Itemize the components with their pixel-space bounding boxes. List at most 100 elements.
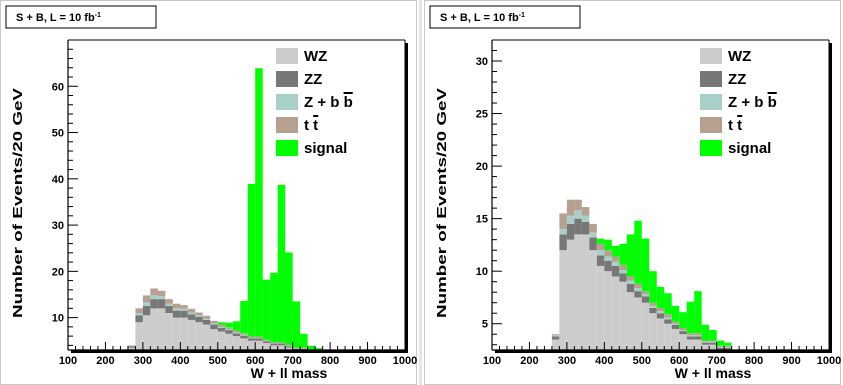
bar-signal-440 bbox=[619, 243, 627, 265]
bar-t-t-640 bbox=[694, 333, 702, 336]
bar-signal-680 bbox=[285, 252, 293, 345]
bar-zz-520 bbox=[649, 307, 657, 314]
bar-t-t-620 bbox=[686, 333, 695, 336]
bar-zz-600 bbox=[679, 331, 687, 335]
x-tick-label-500: 500 bbox=[633, 355, 651, 367]
bar-wz-400 bbox=[180, 317, 188, 350]
bar-signal-680 bbox=[709, 330, 717, 341]
bar-z-b-b-400 bbox=[180, 308, 188, 311]
bar-signal-740 bbox=[307, 345, 316, 350]
bar-t-t-580 bbox=[671, 321, 680, 324]
bar-t-t-280 bbox=[559, 213, 567, 230]
histogram-svg: S + B, L = 10 fb-1 100 200 300 400 500 600 700 8… bbox=[424, 0, 841, 385]
bar-wz-680 bbox=[709, 344, 717, 350]
bar-wz-300 bbox=[142, 315, 151, 350]
bar-zz-560 bbox=[240, 335, 248, 339]
bar-z-b-b-340 bbox=[581, 215, 590, 222]
y-tick-label-30: 30 bbox=[52, 220, 64, 232]
bar-wz-600 bbox=[255, 340, 263, 350]
bar-wz-600 bbox=[679, 334, 687, 350]
bar-zz-520 bbox=[225, 330, 233, 334]
bar-wz-580 bbox=[671, 328, 680, 350]
bar-signal-700 bbox=[292, 301, 301, 348]
bar-t-t-460 bbox=[202, 315, 211, 319]
x-tick-label-900: 900 bbox=[358, 355, 376, 367]
bar-wz-320 bbox=[574, 234, 582, 350]
bar-t-t-540 bbox=[656, 307, 665, 312]
bar-zz-260 bbox=[127, 346, 136, 348]
bar-zz-400 bbox=[604, 260, 612, 272]
bar-zz-660 bbox=[277, 343, 286, 346]
histogram-bars bbox=[127, 68, 323, 350]
title-superscript: -1 bbox=[519, 12, 525, 19]
bar-zz-720 bbox=[300, 348, 308, 350]
bar-zz-300 bbox=[142, 306, 151, 316]
bar-z-b-b-360 bbox=[165, 303, 173, 307]
bar-t-t-720 bbox=[724, 345, 732, 347]
bar-signal-500 bbox=[217, 322, 226, 325]
bar-z-b-b-400 bbox=[604, 256, 612, 261]
bar-signal-620 bbox=[686, 301, 695, 334]
bar-signal-580 bbox=[671, 305, 680, 322]
x-tick-label-1000: 1000 bbox=[817, 355, 841, 367]
y-tick-label-40: 40 bbox=[52, 174, 64, 186]
bar-t-t-280 bbox=[135, 308, 143, 313]
y-tick-label-50: 50 bbox=[52, 128, 64, 140]
bar-zz-540 bbox=[232, 333, 241, 337]
bar-signal-720 bbox=[300, 333, 308, 348]
bar-signal-380 bbox=[596, 238, 605, 244]
x-axis-label: W + ll mass bbox=[251, 365, 328, 381]
bar-wz-500 bbox=[217, 331, 226, 350]
bar-wz-680 bbox=[285, 347, 293, 350]
bar-t-t-700 bbox=[716, 345, 725, 347]
title-superscript: -1 bbox=[95, 12, 101, 19]
bar-zz-460 bbox=[202, 319, 211, 325]
y-axis-label: Number of Events/20 GeV bbox=[10, 88, 25, 318]
bar-z-b-b-640 bbox=[694, 335, 702, 337]
y-tick-label-25: 25 bbox=[476, 109, 488, 121]
bar-z-b-b-480 bbox=[634, 288, 642, 292]
bar-t-t-580 bbox=[247, 336, 256, 338]
legend-swatch-zz bbox=[276, 71, 298, 87]
bar-zz-360 bbox=[589, 237, 597, 251]
bar-t-t-400 bbox=[604, 250, 612, 257]
chart-title: S + B, L = 10 fb-1 bbox=[5, 5, 157, 29]
bar-zz-320 bbox=[150, 299, 158, 309]
x-tick-label-900: 900 bbox=[782, 355, 800, 367]
legend-label-z-b-b: Z + b b bbox=[304, 94, 353, 111]
bar-t-t-520 bbox=[649, 302, 657, 306]
bar-z-b-b-540 bbox=[232, 332, 241, 334]
bar-wz-560 bbox=[240, 338, 248, 350]
bar-z-b-b-260 bbox=[551, 335, 560, 337]
bar-wz-640 bbox=[694, 339, 702, 350]
bar-zz-260 bbox=[551, 336, 560, 340]
bar-z-b-b-280 bbox=[135, 312, 143, 316]
bar-zz-500 bbox=[217, 327, 226, 332]
bar-zz-720 bbox=[724, 347, 732, 350]
bar-wz-620 bbox=[686, 339, 695, 350]
legend-label-z-b-b: Z + b b bbox=[728, 94, 777, 111]
bar-t-t-620 bbox=[262, 339, 271, 341]
bar-signal-400 bbox=[604, 239, 612, 251]
y-tick-label-10: 10 bbox=[52, 313, 64, 325]
bar-t-t-380 bbox=[172, 303, 181, 309]
bar-z-b-b-420 bbox=[187, 312, 196, 315]
y-tick-label-60: 60 bbox=[52, 81, 64, 93]
bar-t-t-640 bbox=[270, 342, 278, 344]
bar-z-b-b-340 bbox=[157, 296, 166, 300]
bar-z-b-b-520 bbox=[225, 329, 233, 331]
y-axis-label: Number of Events/20 GeV bbox=[434, 88, 449, 318]
bar-signal-640 bbox=[270, 272, 278, 343]
bar-signal-760 bbox=[315, 348, 323, 350]
bar-t-t-600 bbox=[255, 336, 263, 338]
histogram-bars bbox=[551, 199, 732, 350]
bar-t-t-500 bbox=[217, 324, 226, 327]
bar-zz-540 bbox=[656, 313, 665, 319]
bar-z-b-b-460 bbox=[626, 280, 635, 284]
x-tick-label-800: 800 bbox=[745, 355, 763, 367]
bar-signal-620 bbox=[262, 279, 271, 340]
bar-t-t-660 bbox=[701, 340, 710, 342]
bar-t-t-260 bbox=[551, 334, 560, 336]
bar-wz-280 bbox=[135, 322, 143, 350]
